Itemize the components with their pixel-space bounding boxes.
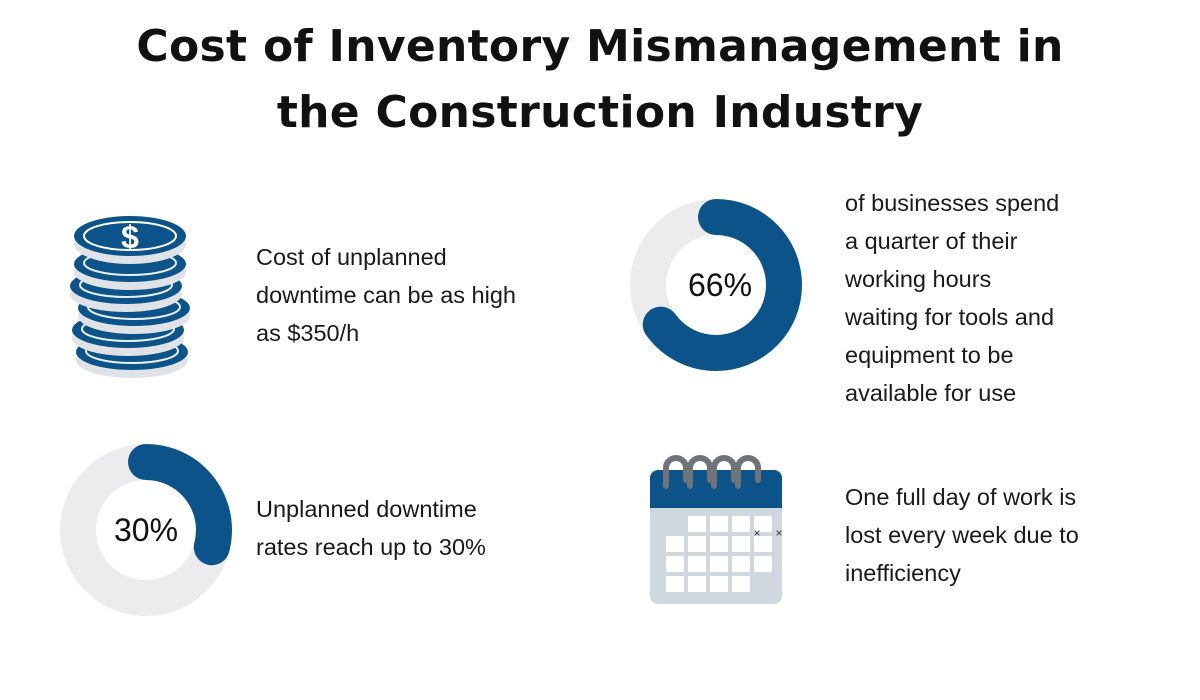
waiting-tools-text: of businesses spend a quarter of their w…: [845, 184, 1175, 412]
calendar-ring: [711, 455, 737, 489]
text-line: Unplanned downtime: [256, 496, 477, 522]
donut-value-arc: [630, 199, 802, 371]
text-line: rates reach up to 30%: [256, 534, 486, 560]
page-title: Cost of Inventory Mismanagement in the C…: [0, 14, 1200, 146]
calendar-day-cell: [710, 536, 728, 552]
calendar-day-cell: [754, 556, 772, 572]
coin-stack-icon: $: [62, 212, 202, 382]
text-line: working hours: [845, 266, 992, 292]
calendar-day-cell: [666, 576, 684, 592]
calendar-day-cell: [688, 556, 706, 572]
calendar-day-cell: [754, 516, 772, 532]
calendar-day-cell: [688, 576, 706, 592]
title-line-2: the Construction Industry: [276, 87, 924, 138]
text-line: as $350/h: [256, 320, 360, 346]
text-line: available for use: [845, 380, 1017, 406]
calendar-day-cell: [710, 556, 728, 572]
text-line: equipment to be: [845, 342, 1014, 368]
donut-chart-30: 30%: [56, 440, 236, 620]
coin-rim: [83, 221, 177, 251]
text-line: downtime can be as high: [256, 282, 516, 308]
calendar-day-cell: [732, 536, 750, 552]
calendar-day-cell: [688, 516, 706, 532]
calendar-ring: [663, 455, 689, 489]
lost-day-text: One full day of work is lost every week …: [845, 478, 1175, 592]
text-line: a quarter of their: [845, 228, 1018, 254]
dollar-sign-icon: $: [121, 219, 139, 255]
text-line: of businesses spend: [845, 190, 1060, 216]
donut-chart-66: 66%: [626, 195, 806, 375]
donut-label: 30%: [114, 512, 178, 548]
calendar-day-cell: [710, 516, 728, 532]
text-line: One full day of work is: [845, 484, 1077, 510]
calendar-mark: ×: [753, 526, 760, 540]
text-line: Cost of unplanned: [256, 244, 447, 270]
calendar-day-cell: [732, 576, 750, 592]
calendar-day-cell: [666, 536, 684, 552]
donut-label: 66%: [688, 267, 752, 303]
downtime-rate-text: Unplanned downtime rates reach up to 30%: [256, 490, 596, 566]
calendar-ring: [687, 455, 713, 489]
coin-face: [74, 216, 186, 256]
text-line: lost every week due to: [845, 522, 1079, 548]
calendar-day-cell: [688, 536, 706, 552]
text-line: waiting for tools and: [845, 304, 1055, 330]
calendar-mark: ×: [775, 526, 782, 540]
calendar-day-cell: [732, 516, 750, 532]
title-line-1: Cost of Inventory Mismanagement in: [136, 21, 1064, 72]
downtime-cost-text: Cost of unplanned downtime can be as hig…: [256, 238, 596, 352]
calendar-icon: × ×: [646, 450, 786, 606]
calendar-day-cell: [754, 536, 772, 552]
donut-value-arc: [60, 444, 232, 616]
calendar-day-cell: [710, 576, 728, 592]
text-line: inefficiency: [845, 560, 961, 586]
calendar-ring: [735, 455, 761, 489]
calendar-day-cell: [666, 556, 684, 572]
calendar-day-cell: [732, 556, 750, 572]
